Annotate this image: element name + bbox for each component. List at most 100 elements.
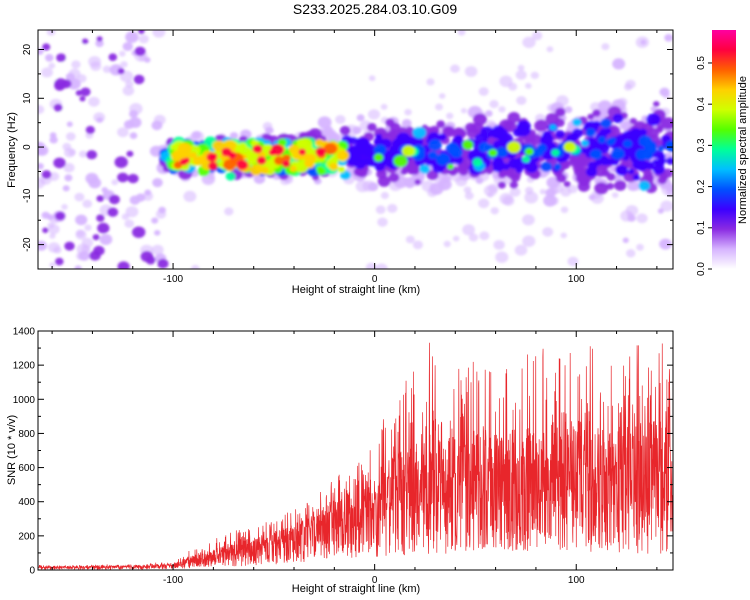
heatmap-cell <box>53 246 62 254</box>
heatmap-cell <box>450 146 463 158</box>
heatmap-cell <box>646 113 661 126</box>
heatmap-cell <box>462 140 474 150</box>
heatmap-cell <box>473 113 487 126</box>
heatmap-cell <box>531 31 543 41</box>
heatmap-cell <box>296 122 303 128</box>
heatmap-cell <box>619 45 627 52</box>
heatmap-cell <box>524 147 534 156</box>
heatmap-cell <box>177 142 192 155</box>
heatmap-cell <box>513 128 523 137</box>
heatmap-cell <box>426 78 435 86</box>
heatmap-cell <box>587 161 598 171</box>
heatmap-cell <box>500 93 509 101</box>
heatmap-x-tick-label: 0 <box>372 274 378 285</box>
heatmap-cell <box>454 128 465 138</box>
heatmap-cell <box>499 193 513 205</box>
heatmap-cell <box>309 59 319 67</box>
heatmap-cell <box>551 149 560 157</box>
heatmap-cell <box>581 139 589 147</box>
heatmap-cell <box>298 148 307 156</box>
heatmap-cell <box>229 132 239 140</box>
heatmap-cell <box>660 74 673 85</box>
snr-y-tick-label: 600 <box>18 463 35 474</box>
heatmap-cell <box>393 154 408 168</box>
heatmap-cell <box>236 159 249 171</box>
heatmap-cell <box>111 179 119 186</box>
heatmap-cell <box>507 112 521 123</box>
heatmap-cell <box>662 168 673 178</box>
heatmap-cell <box>377 83 386 92</box>
heatmap-cell <box>90 61 102 71</box>
heatmap-cell <box>223 159 237 171</box>
heatmap-cell <box>330 48 342 58</box>
heatmap-cell <box>640 39 647 45</box>
heatmap-cell <box>475 177 484 184</box>
heatmap-cell <box>625 249 636 258</box>
heatmap-cell <box>67 78 81 90</box>
heatmap-cell <box>96 117 103 123</box>
heatmap-cell <box>564 106 573 114</box>
colorbar-tick-label: 0.2 <box>696 179 707 193</box>
heatmap-cell <box>367 123 377 132</box>
heatmap-cell <box>55 211 66 221</box>
heatmap-cell <box>376 169 387 179</box>
heatmap-cell <box>282 154 291 163</box>
heatmap-cell <box>412 240 423 250</box>
heatmap-cell <box>38 130 50 142</box>
heatmap-cell <box>612 58 626 70</box>
snr-y-tick-label: 200 <box>18 531 35 542</box>
heatmap-cell <box>657 208 664 214</box>
snr-y-tick-label: 1400 <box>13 327 36 338</box>
heatmap-cell <box>117 261 130 269</box>
heatmap-cell <box>638 74 645 81</box>
heatmap-cell <box>272 261 281 269</box>
heatmap-cell <box>93 245 105 256</box>
heatmap-cell <box>487 183 499 193</box>
heatmap-cell <box>472 182 480 189</box>
heatmap-cell <box>299 251 309 259</box>
heatmap-cell <box>41 170 52 179</box>
heatmap-y-tick-label: -20 <box>22 237 33 252</box>
heatmap-cell <box>419 164 430 174</box>
heatmap-cell <box>476 223 484 230</box>
heatmap-cell <box>563 141 576 153</box>
heatmap-cell <box>490 207 499 215</box>
heatmap-cell <box>95 39 104 48</box>
heatmap-cell <box>108 53 118 61</box>
heatmap-cell <box>41 211 50 219</box>
heatmap-cell <box>122 85 135 96</box>
heatmap-cell <box>42 227 49 234</box>
heatmap-cell <box>224 207 234 216</box>
heatmap-cell <box>80 87 91 97</box>
heatmap-cell <box>534 119 549 132</box>
heatmap-cell <box>340 185 351 195</box>
heatmap-cell <box>474 52 488 64</box>
heatmap-cell <box>107 207 119 217</box>
colorbar-label: Normalized spectral amplitude <box>737 76 749 224</box>
heatmap-cell <box>53 103 63 112</box>
heatmap-cell <box>485 110 493 117</box>
heatmap-cell <box>546 46 554 53</box>
colorbar-gradient <box>712 30 736 269</box>
heatmap-cell <box>385 118 395 127</box>
heatmap-cell <box>629 118 637 125</box>
heatmap-cell <box>125 206 139 218</box>
heatmap-cell <box>585 128 596 138</box>
heatmap-cell <box>81 237 94 248</box>
heatmap-cell <box>606 137 615 146</box>
heatmap-cell <box>522 235 536 247</box>
heatmap-cell <box>603 83 610 89</box>
heatmap-cell <box>123 120 135 129</box>
heatmap-cell <box>498 148 507 157</box>
heatmap-cell <box>468 233 479 242</box>
heatmap-cell <box>594 158 603 166</box>
heatmap-cell <box>281 232 289 239</box>
heatmap-cell <box>108 194 120 205</box>
heatmap-cell <box>335 115 346 124</box>
heatmap-cell <box>373 153 384 162</box>
heatmap-cell <box>62 185 70 192</box>
heatmap-cell <box>307 214 319 225</box>
heatmap-cell <box>635 148 649 161</box>
